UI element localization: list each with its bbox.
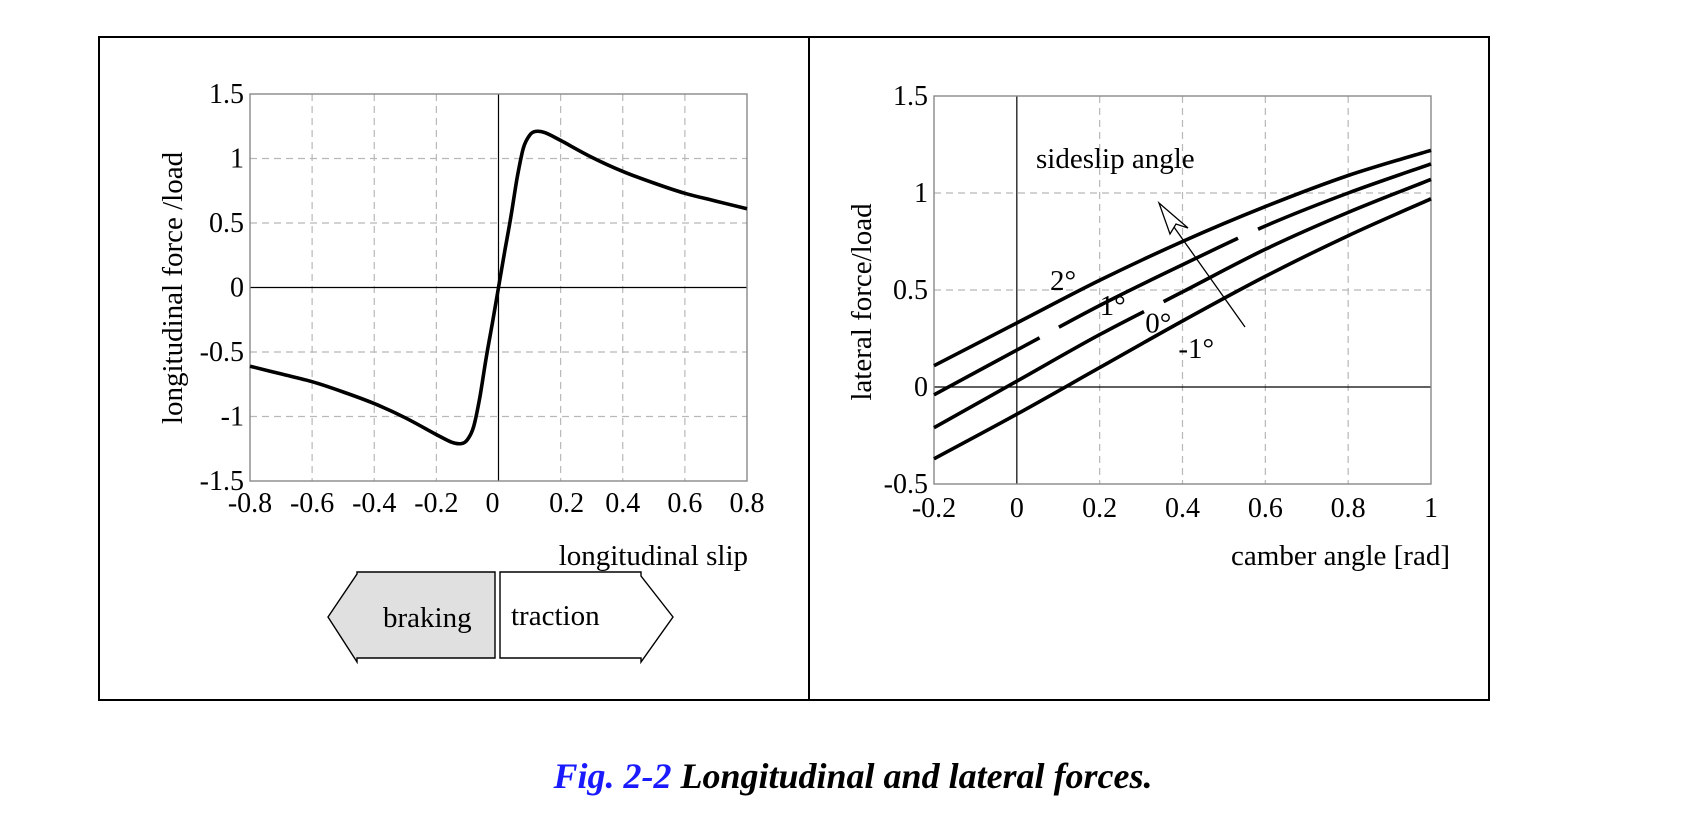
series-line — [249, 129, 748, 446]
y-tick-label: 0 — [914, 372, 928, 403]
series-label: -1° — [1178, 333, 1214, 365]
y-tick-label: -1 — [221, 402, 244, 433]
sideslip-arrow-shaft — [1163, 212, 1246, 328]
y-tick-label: -0.5 — [884, 469, 928, 500]
lateral-force-chart: -0.2 0 0.2 0.4 0.6 0.8 1 1.5 1 0.5 0 -0.5 2° 1° 0°-1°… — [846, 81, 1450, 572]
series-line — [933, 177, 1432, 430]
x-tick-label: 0.4 — [605, 488, 640, 519]
left-grid — [249, 93, 748, 482]
traction-label: traction — [511, 600, 600, 632]
x-tick-label: 0.4 — [1165, 493, 1200, 524]
figure-title: Longitudinal and lateral forces. — [680, 756, 1153, 796]
x-tick-label: 0.6 — [667, 488, 702, 519]
y-tick-label: 0.5 — [209, 208, 244, 239]
braking-arrow — [327, 571, 496, 665]
series-line — [933, 197, 1432, 461]
figure-number: Fig. 2-2 — [553, 756, 672, 796]
series-label: 1° — [1100, 290, 1126, 322]
right-series-labels: 2° 1° 0°-1° — [1050, 265, 1214, 365]
x-tick-label: 1 — [1424, 493, 1438, 524]
longitudinal-force-chart: -0.8 -0.6 -0.4 -0.2 0 0.2 0.4 0.6 0.8 1.5 1 0.5 0 -0.… — [157, 79, 765, 665]
left-ylabel: longitudinal force /load — [157, 151, 189, 424]
right-tick-labels: -0.2 0 0.2 0.4 0.6 0.8 1 1.5 1 0.5 0 -0.5 — [884, 81, 1438, 524]
x-tick-label: -0.6 — [290, 488, 334, 519]
series-line — [933, 162, 1432, 397]
x-tick-label: 0.2 — [1082, 493, 1117, 524]
left-xlabel: longitudinal slip — [559, 540, 748, 572]
left-series — [249, 129, 748, 446]
right-ylabel: lateral force/load — [846, 203, 878, 401]
figure-frame — [98, 36, 1490, 701]
y-tick-label: 1 — [230, 144, 244, 175]
series-label: 0° — [1145, 308, 1171, 340]
y-tick-label: -1.5 — [200, 466, 244, 497]
y-tick-label: 1 — [914, 178, 928, 209]
x-tick-label: -0.4 — [352, 488, 396, 519]
left-tick-labels: -0.8 -0.6 -0.4 -0.2 0 0.2 0.4 0.6 0.8 1.5 1 0.5 0 -0.… — [200, 79, 765, 519]
right-xlabel: camber angle [rad] — [1231, 540, 1450, 572]
x-tick-label: 0 — [1010, 493, 1024, 524]
sideslip-arrow-head — [1157, 200, 1189, 236]
y-tick-label: 1.5 — [209, 79, 244, 110]
sideslip-annotation: sideslip angle — [1036, 143, 1195, 175]
x-tick-label: -0.8 — [228, 488, 272, 519]
plot-frame — [249, 93, 748, 482]
series-line — [933, 148, 1432, 368]
y-tick-label: 0 — [230, 273, 244, 304]
y-tick-label: 0.5 — [893, 275, 928, 306]
plot-frame — [933, 95, 1432, 485]
traction-arrow — [499, 571, 674, 665]
right-series — [933, 148, 1432, 461]
x-tick-label: 0.6 — [1248, 493, 1283, 524]
series-label: 2° — [1050, 265, 1076, 297]
y-tick-label: 1.5 — [893, 81, 928, 112]
y-tick-label: -0.5 — [200, 337, 244, 368]
x-tick-label: 0.8 — [730, 488, 765, 519]
x-tick-label: 0.8 — [1331, 493, 1366, 524]
x-tick-label: 0.2 — [549, 488, 584, 519]
braking-label: braking — [383, 602, 472, 634]
x-tick-label: 0 — [486, 488, 500, 519]
figure-caption: Fig. 2-2 Longitudinal and lateral forces… — [0, 755, 1706, 797]
x-tick-label: -0.2 — [912, 493, 956, 524]
x-tick-label: -0.2 — [414, 488, 458, 519]
